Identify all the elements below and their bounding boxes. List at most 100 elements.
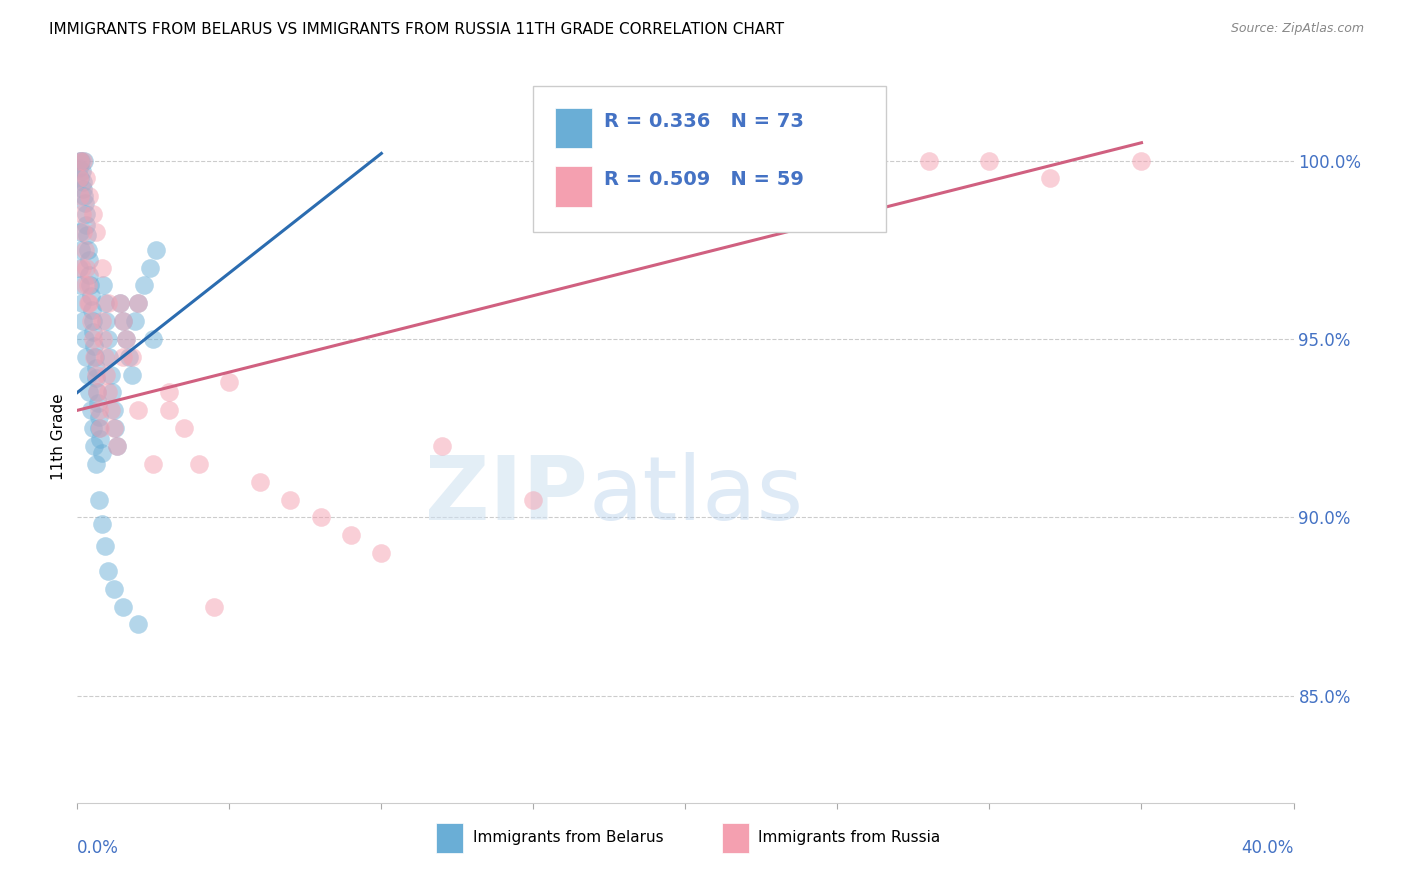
Point xyxy=(218,375,240,389)
Point xyxy=(70,153,93,168)
Point xyxy=(87,396,110,410)
Point xyxy=(80,303,103,318)
Point xyxy=(84,350,107,364)
Point xyxy=(93,296,115,310)
Point xyxy=(134,278,156,293)
Point xyxy=(108,296,131,310)
Point xyxy=(91,332,114,346)
Text: 0.0%: 0.0% xyxy=(77,839,120,857)
Point xyxy=(100,368,122,382)
Point xyxy=(93,350,115,364)
Point xyxy=(142,332,165,346)
Point xyxy=(69,171,91,186)
Point xyxy=(83,339,105,353)
Point xyxy=(108,296,131,310)
Point xyxy=(72,225,94,239)
Point xyxy=(979,153,1001,168)
Point xyxy=(121,368,143,382)
Point xyxy=(79,385,101,400)
Point xyxy=(72,314,94,328)
Point xyxy=(249,475,271,489)
Point xyxy=(111,314,134,328)
Point xyxy=(111,314,134,328)
Point xyxy=(105,439,128,453)
Point xyxy=(86,385,108,400)
Bar xyxy=(555,108,592,148)
Point xyxy=(90,314,112,328)
Point xyxy=(70,243,93,257)
Bar xyxy=(436,823,463,853)
Point xyxy=(278,492,301,507)
Point xyxy=(82,325,104,339)
Point xyxy=(82,421,104,435)
Point xyxy=(145,243,167,257)
Point xyxy=(73,332,96,346)
Point xyxy=(69,189,91,203)
Text: R = 0.509   N = 59: R = 0.509 N = 59 xyxy=(605,170,804,189)
Point xyxy=(127,296,149,310)
Point xyxy=(157,385,180,400)
Point xyxy=(96,314,118,328)
Point xyxy=(103,403,125,417)
Bar xyxy=(555,167,592,207)
Point xyxy=(82,314,104,328)
Bar xyxy=(721,823,748,853)
Point xyxy=(67,161,90,175)
Text: Immigrants from Belarus: Immigrants from Belarus xyxy=(472,830,664,846)
Point xyxy=(79,278,101,293)
Point xyxy=(72,153,94,168)
Point xyxy=(87,410,110,425)
Point xyxy=(918,153,941,168)
Point xyxy=(127,296,149,310)
Point xyxy=(89,421,111,435)
Point xyxy=(430,439,453,453)
Point xyxy=(77,278,100,293)
Point xyxy=(70,207,93,221)
Point xyxy=(121,350,143,364)
Point xyxy=(522,492,544,507)
Point xyxy=(67,260,90,275)
Point xyxy=(69,225,91,239)
Text: R = 0.336   N = 73: R = 0.336 N = 73 xyxy=(605,112,804,130)
Point xyxy=(75,171,97,186)
Point xyxy=(157,403,180,417)
Point xyxy=(340,528,363,542)
Point xyxy=(73,196,96,211)
Point xyxy=(115,332,138,346)
Point xyxy=(73,278,96,293)
Point xyxy=(89,421,111,435)
Point xyxy=(91,278,114,293)
Point xyxy=(103,421,125,435)
Point xyxy=(80,403,103,417)
FancyBboxPatch shape xyxy=(533,86,886,232)
Text: Immigrants from Russia: Immigrants from Russia xyxy=(758,830,941,846)
Point xyxy=(96,368,118,382)
Point xyxy=(82,332,104,346)
Point xyxy=(79,189,101,203)
Point xyxy=(77,243,100,257)
Point xyxy=(1039,171,1062,186)
Point xyxy=(75,350,97,364)
Point xyxy=(97,385,120,400)
Point xyxy=(104,421,127,435)
Point xyxy=(188,457,211,471)
Point xyxy=(76,228,98,243)
Point xyxy=(75,218,97,232)
Point xyxy=(69,278,91,293)
Point xyxy=(111,599,134,614)
Point xyxy=(97,564,120,578)
Point xyxy=(69,153,91,168)
Point xyxy=(77,296,100,310)
Point xyxy=(67,171,90,186)
Point xyxy=(77,368,100,382)
Point xyxy=(72,175,94,189)
Point xyxy=(97,332,120,346)
Point xyxy=(84,371,107,385)
Point xyxy=(69,153,91,168)
Point xyxy=(139,260,162,275)
Point xyxy=(1130,153,1153,168)
Text: atlas: atlas xyxy=(588,452,803,539)
Point xyxy=(70,260,93,275)
Point xyxy=(124,314,146,328)
Point xyxy=(84,360,107,375)
